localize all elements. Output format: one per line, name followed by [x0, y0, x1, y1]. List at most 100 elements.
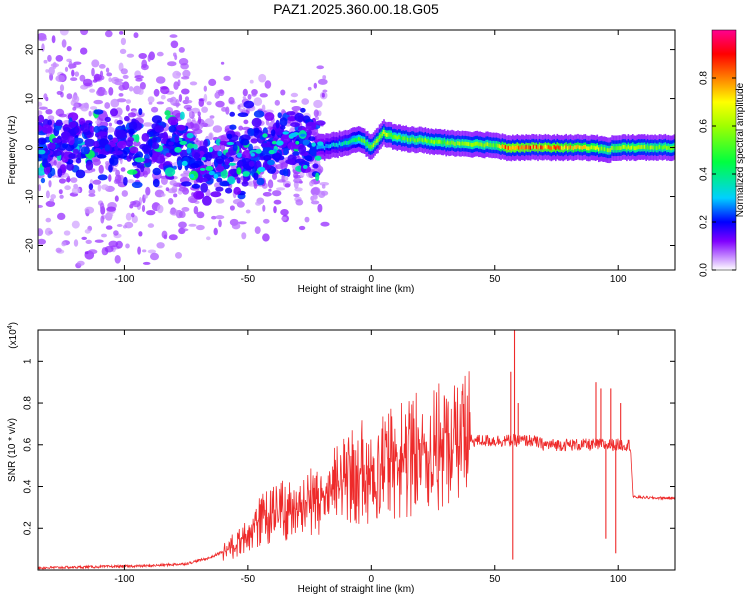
- heatmap-cell: [100, 215, 105, 224]
- heatmap-cell: [318, 190, 326, 198]
- heatmap-cell: [38, 228, 44, 237]
- heatmap-cell: [176, 124, 187, 131]
- heatmap-cell: [224, 158, 230, 166]
- heatmap-cell: [639, 145, 641, 150]
- heatmap-cell: [279, 117, 288, 127]
- heatmap-cell: [84, 229, 91, 234]
- heatmap-cell: [152, 167, 162, 176]
- heatmap-cell: [168, 141, 174, 146]
- heatmap-cell: [47, 173, 53, 179]
- heatmap-cell: [308, 136, 316, 142]
- heatmap-cell: [642, 145, 644, 149]
- heatmap-cell: [321, 184, 326, 189]
- heatmap-cell: [181, 88, 190, 95]
- heatmap-cell: [430, 139, 433, 144]
- heatmap-cell: [88, 188, 96, 195]
- heatmap-cell: [116, 224, 123, 227]
- heatmap-cell: [186, 107, 192, 112]
- heatmap-cell: [295, 199, 304, 206]
- heatmap-cell: [280, 134, 291, 143]
- heatmap-cell: [97, 184, 102, 192]
- heatmap-cell: [312, 163, 319, 169]
- y-tick-label: -20: [25, 238, 36, 253]
- heatmap-cell: [660, 145, 662, 150]
- heatmap-cell: [179, 140, 187, 145]
- heatmap-cell: [254, 226, 261, 235]
- heatmap-cell: [572, 146, 575, 151]
- heatmap-cell: [555, 146, 557, 151]
- heatmap-cell: [313, 109, 319, 118]
- heatmap-cell: [321, 92, 325, 98]
- heatmap-cell: [138, 108, 143, 116]
- heatmap-cell: [58, 178, 66, 184]
- heatmap-cell: [92, 79, 98, 83]
- heatmap-cell: [140, 165, 145, 173]
- heatmap-cell: [590, 145, 593, 150]
- heatmap-cell: [44, 227, 53, 236]
- heatmap-cell: [213, 227, 218, 236]
- chart-title: PAZ1.2025.360.00.18.G05: [273, 1, 439, 17]
- heatmap-cell: [577, 144, 579, 149]
- heatmap-cell: [174, 146, 182, 153]
- heatmap-cell: [390, 133, 393, 137]
- heatmap-cell: [281, 216, 287, 221]
- svg-text:(x104): (x104): [7, 322, 19, 349]
- heatmap-cell: [229, 124, 237, 130]
- heatmap-cell: [652, 145, 655, 150]
- heatmap-cell: [292, 151, 300, 156]
- heatmap-cell: [556, 144, 559, 149]
- heatmap-cell: [547, 145, 550, 149]
- heatmap-cell: [366, 141, 369, 146]
- heatmap-cell: [516, 144, 519, 149]
- heatmap-cell: [40, 177, 46, 184]
- heatmap-cell: [298, 144, 307, 155]
- heatmap-cell: [405, 136, 407, 141]
- x-tick-label: 100: [610, 274, 627, 285]
- heatmap-cell: [258, 73, 267, 83]
- heatmap-cell: [322, 89, 328, 93]
- colorbar-tick-label: 0.4: [699, 167, 710, 181]
- heatmap-cell: [485, 142, 487, 147]
- heatmap-cell: [661, 145, 664, 150]
- snr-frame: [37, 329, 676, 571]
- heatmap-cell: [669, 146, 671, 151]
- heatmap-cell: [151, 115, 163, 124]
- heatmap-cell: [75, 157, 82, 164]
- heatmap-cell: [314, 155, 322, 161]
- heatmap-cell: [178, 94, 183, 103]
- heatmap-cell: [128, 86, 134, 92]
- heatmap-cell: [91, 59, 100, 68]
- heatmap-cell: [272, 172, 277, 180]
- heatmap-cell: [180, 111, 185, 120]
- heatmap-cell: [156, 204, 164, 214]
- heatmap-cell: [93, 99, 103, 105]
- heatmap-cell: [603, 147, 606, 152]
- heatmap-cell: [250, 138, 258, 144]
- snr-x-label: Height of straight line (km): [298, 584, 415, 595]
- heatmap-cell: [105, 67, 110, 73]
- heatmap-cell: [673, 145, 675, 149]
- heatmap-cell: [57, 168, 63, 178]
- heatmap-cell: [584, 144, 587, 149]
- heatmap-cell: [488, 143, 490, 147]
- heatmap-cell: [94, 239, 104, 243]
- heatmap-cell: [276, 187, 286, 191]
- heatmap-cell: [116, 140, 127, 149]
- heatmap-cell: [667, 145, 670, 150]
- colorbar-label: Normalized spectral amplitude: [735, 82, 746, 217]
- heatmap-cell: [442, 140, 444, 145]
- heatmap-cell: [314, 116, 319, 121]
- heatmap-cell: [38, 106, 48, 110]
- heatmap-cell: [58, 113, 67, 118]
- heatmap-cell: [263, 218, 270, 224]
- heatmap-cell: [220, 169, 228, 179]
- snr-panel: -100 -50 0 50 100 0.2 0.4 0.6 0.8 1 Height of st…: [7, 322, 676, 595]
- heatmap-cell: [466, 141, 468, 146]
- heatmap-cell: [175, 252, 182, 259]
- heatmap-cell: [168, 125, 176, 133]
- y-tick-label: 10: [25, 93, 36, 105]
- heatmap-cell: [167, 116, 179, 126]
- heatmap-cell: [174, 135, 179, 143]
- heatmap-cell: [59, 194, 64, 199]
- heatmap-cell: [417, 138, 419, 143]
